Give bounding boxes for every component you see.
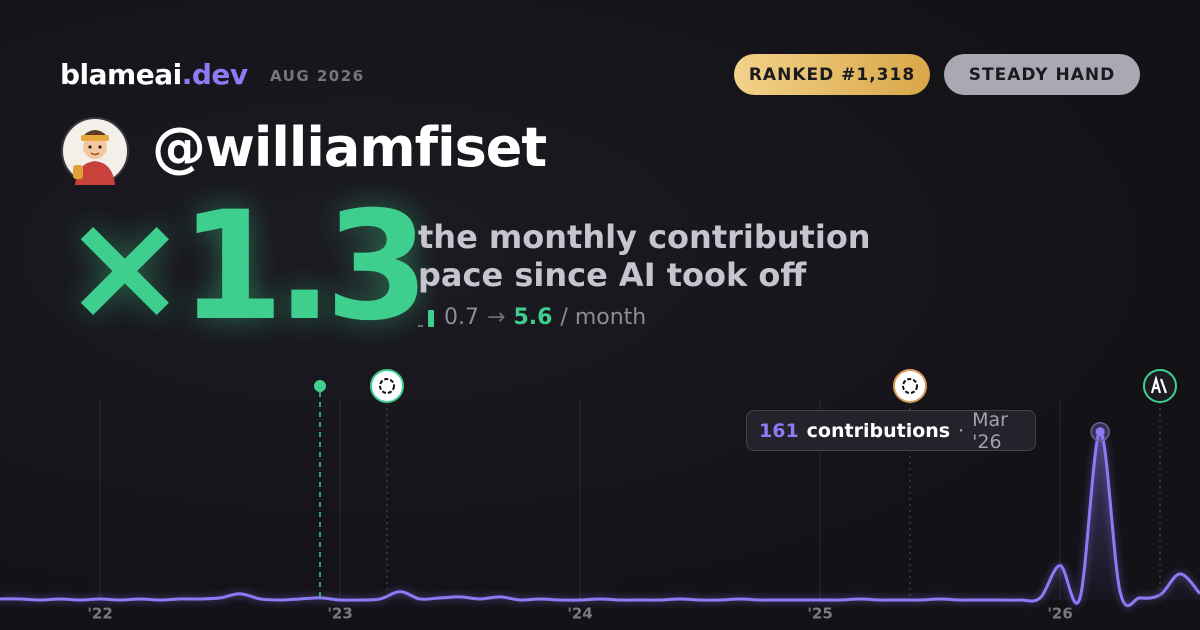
pace-arrow: → (487, 305, 506, 330)
event-icon (1143, 369, 1177, 403)
handle: @williamfiset (152, 116, 547, 179)
pace-before: 0.7 (444, 305, 479, 330)
brand: blameai.dev (60, 58, 248, 91)
pace-unit: / month (560, 305, 647, 330)
multiplier: ×1.3 (62, 180, 429, 354)
pace-icon (418, 309, 434, 327)
tooltip-value: 161 (759, 419, 799, 442)
rank-badge: RANKED #1,318 (734, 54, 930, 95)
event-icon-glyph (379, 378, 395, 394)
x-tick-label: '26 (1047, 605, 1072, 623)
style-badge: STEADY HAND (944, 54, 1140, 95)
area (0, 431, 1200, 606)
line (0, 430, 1200, 608)
x-tick-label: '22 (87, 605, 112, 623)
tooltip-separator: · (958, 419, 965, 442)
event-icon-glyph (902, 378, 918, 394)
brand-tld: .dev (181, 58, 248, 91)
date: AUG 2026 (270, 67, 365, 85)
peak-dot (1095, 427, 1105, 437)
pace-after: 5.6 (513, 305, 553, 330)
x-tick-label: '23 (327, 605, 352, 623)
event-markers (314, 369, 1177, 600)
plot: '22 '23 '24 '25 '26 (0, 400, 1200, 623)
x-tick-label: '25 (807, 605, 832, 623)
event-dot (314, 380, 326, 392)
event-icon (370, 369, 404, 403)
brand-name: blameai (60, 58, 182, 91)
event-icon-glyph (1150, 374, 1168, 394)
pace: 0.7 → 5.6 / month (418, 305, 646, 330)
tooltip-date: Mar '26 (972, 408, 1008, 453)
x-tick-label: '24 (567, 605, 592, 623)
description: pace since AI took off (418, 256, 807, 294)
avatar (61, 117, 129, 185)
tooltip: 161 contributions · Mar '26 (746, 408, 1036, 453)
event-icon (893, 369, 927, 403)
tooltip-label: contributions (806, 419, 951, 442)
description: the monthly contribution (418, 218, 871, 256)
